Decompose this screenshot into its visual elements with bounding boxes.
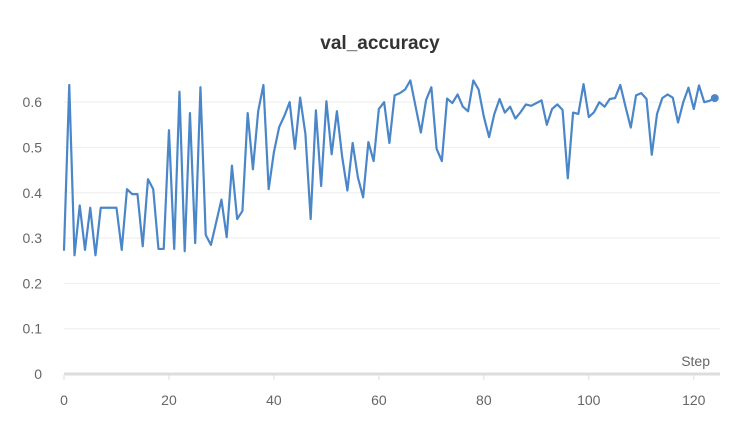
x-tick-label: 120 <box>682 392 706 408</box>
y-tick-label: 0.1 <box>23 321 43 337</box>
x-axis-label: Step <box>681 353 710 369</box>
series-layer <box>62 79 719 257</box>
y-tick-label: 0 <box>34 366 42 382</box>
y-tick-label: 0.4 <box>23 185 43 201</box>
chart-title: val_accuracy <box>320 33 440 54</box>
x-tick-label: 40 <box>266 392 282 408</box>
x-tick-label: 100 <box>577 392 601 408</box>
x-tick-label: 0 <box>60 392 68 408</box>
last-point-marker <box>710 94 719 103</box>
x-tick-label: 80 <box>476 392 492 408</box>
series-line <box>62 79 716 257</box>
y-tick-label: 0.2 <box>23 275 43 291</box>
grid <box>64 101 720 330</box>
y-tick-label: 0.3 <box>23 230 43 246</box>
x-tick-label: 20 <box>161 392 177 408</box>
x-tick-label: 60 <box>371 392 387 408</box>
y-tick-label: 0.5 <box>23 139 43 155</box>
axes: 0 0.1 0.2 0.3 0.4 0.5 0.6 0 20 40 60 80 100 120 <box>23 94 720 408</box>
y-tick-label: 0.6 <box>23 94 43 110</box>
